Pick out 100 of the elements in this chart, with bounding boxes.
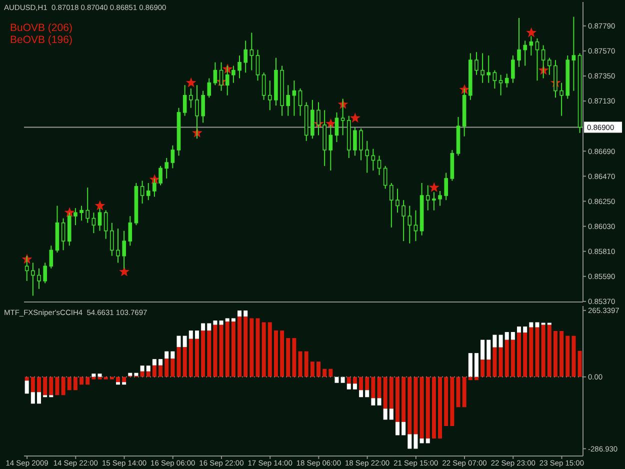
bar: [371, 398, 376, 406]
bar: [566, 336, 570, 377]
candlestick: [24, 255, 29, 282]
candlestick: [572, 16, 576, 92]
candlestick: [426, 184, 430, 211]
bar: [92, 374, 96, 377]
candlestick: [164, 157, 168, 179]
candlestick: [432, 192, 436, 211]
bar: [164, 358, 169, 377]
candlestick: [232, 65, 236, 84]
bar: [73, 376, 78, 390]
candlestick: [170, 144, 175, 169]
bar: [529, 322, 534, 328]
candlestick: [49, 245, 54, 269]
candlestick: [195, 84, 199, 140]
candlestick: [474, 52, 478, 76]
bar: [553, 331, 558, 377]
bar: [225, 322, 230, 377]
bar: [207, 330, 212, 377]
bar: [383, 376, 388, 409]
bar: [438, 376, 442, 438]
candlestick: [292, 80, 296, 116]
bar: [122, 376, 126, 382]
candlestick: [414, 210, 418, 242]
bar: [322, 368, 327, 377]
bar: [207, 323, 212, 331]
bar: [158, 365, 163, 377]
candlestick: [390, 182, 394, 228]
bar: [444, 376, 448, 426]
candlestick: [396, 188, 400, 214]
candlestick: [104, 210, 108, 240]
candlestick: [383, 165, 388, 190]
candlestick: [213, 62, 218, 86]
candlestick: [152, 178, 156, 198]
candlestick: [128, 216, 132, 246]
candlestick: [110, 222, 114, 256]
bar: [225, 318, 230, 322]
candlestick: [438, 190, 442, 206]
bar: [30, 392, 35, 404]
bar: [480, 360, 485, 377]
bar: [498, 347, 503, 377]
bar: [219, 320, 224, 325]
candlestick: [286, 84, 290, 116]
candlestick: [402, 200, 406, 242]
candlestick: [98, 208, 102, 232]
bar: [340, 376, 345, 383]
bar: [231, 318, 236, 322]
bar: [158, 359, 163, 366]
candlestick: [244, 40, 248, 74]
bar: [426, 438, 430, 444]
bar: [231, 322, 236, 377]
bar: [55, 376, 60, 396]
bar: [268, 322, 272, 377]
candlestick: [256, 49, 260, 82]
bar: [365, 390, 370, 398]
bar: [541, 324, 546, 377]
bar: [316, 362, 321, 377]
bar: [188, 330, 193, 339]
bar: [572, 336, 576, 377]
annotation: BeOVB (196): [10, 34, 72, 46]
bar: [468, 353, 472, 377]
bar: [334, 376, 339, 383]
candlestick: [298, 88, 302, 116]
bar: [535, 322, 540, 328]
candlestick: [492, 70, 497, 90]
candlestick: [377, 155, 382, 176]
bar: [310, 362, 314, 377]
point: [428, 182, 440, 192]
candlestick: [189, 88, 193, 108]
bar: [395, 422, 400, 436]
point: [350, 112, 360, 123]
bar: [420, 438, 424, 444]
bar: [122, 382, 126, 385]
bar: [182, 347, 187, 377]
bar: [244, 310, 248, 317]
bar: [517, 332, 522, 377]
bar: [152, 365, 156, 377]
bar: [37, 392, 42, 404]
bar: [238, 310, 242, 317]
candlestick: [182, 84, 187, 116]
candlestick: [316, 102, 320, 136]
bar: [43, 376, 48, 396]
bar: [402, 422, 406, 436]
candlestick: [268, 80, 272, 111]
bar: [365, 376, 370, 390]
bar: [383, 408, 388, 420]
bar: [486, 360, 491, 377]
bar: [529, 327, 534, 377]
point: [186, 77, 196, 88]
bar: [201, 323, 206, 331]
candlestick: [535, 38, 540, 82]
bar: [523, 332, 528, 377]
candlestick: [31, 262, 35, 296]
candlestick: [523, 40, 527, 66]
bar: [480, 340, 485, 360]
bar: [104, 376, 108, 380]
bar: [377, 398, 382, 406]
candlestick: [340, 98, 345, 136]
bar: [389, 376, 394, 409]
candlestick: [498, 74, 503, 96]
